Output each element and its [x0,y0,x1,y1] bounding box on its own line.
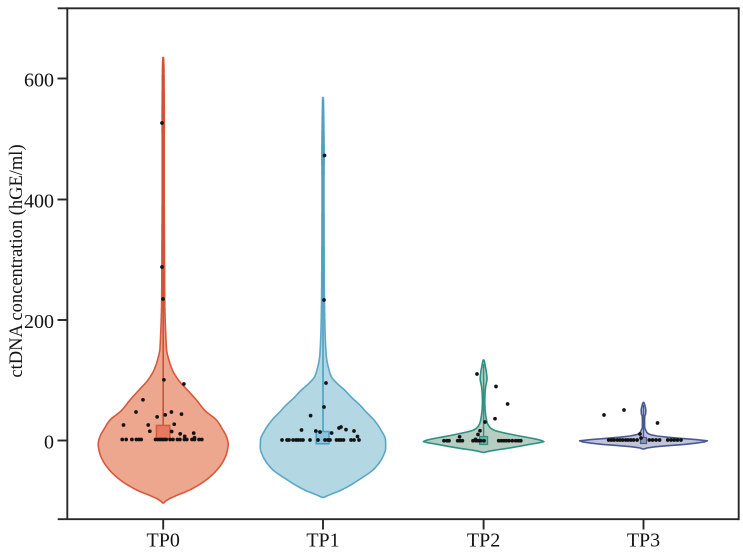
svg-text:TP3: TP3 [627,530,660,552]
svg-text:600: 600 [24,70,54,92]
svg-text:200: 200 [24,311,54,333]
svg-text:400: 400 [24,191,54,213]
svg-text:TP1: TP1 [306,530,339,552]
svg-text:TP0: TP0 [147,530,180,552]
svg-text:ctDNA concentration (hGE/ml): ctDNA concentration (hGE/ml) [7,144,27,377]
svg-text:0: 0 [44,432,54,454]
svg-text:TP2: TP2 [467,530,500,552]
